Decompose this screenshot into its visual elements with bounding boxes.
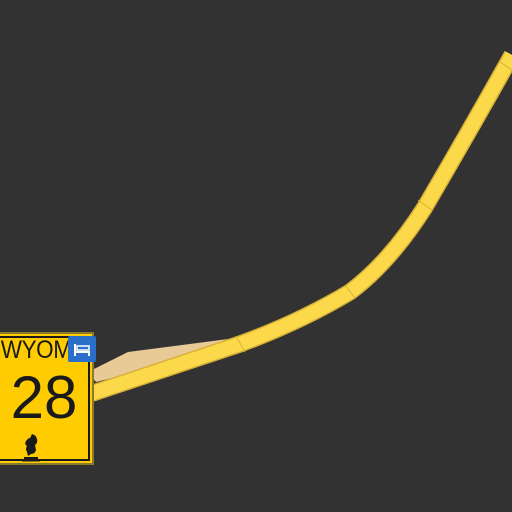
road-segment-joint (417, 199, 433, 211)
highway-road[interactable] (57, 51, 512, 411)
lodging-poi[interactable] (68, 336, 96, 362)
bucking-horse-icon (22, 434, 40, 462)
route-shield-number: 28 (10, 364, 78, 431)
road-segment-joint (499, 61, 512, 71)
route-shield[interactable]: WYOMING 28 (0, 332, 94, 465)
highway-casing (57, 50, 512, 413)
lodging-bed-icon (74, 344, 90, 356)
road-segment-joint (235, 335, 246, 353)
route-shield-border (0, 336, 90, 461)
road-segment-joint (344, 284, 356, 299)
